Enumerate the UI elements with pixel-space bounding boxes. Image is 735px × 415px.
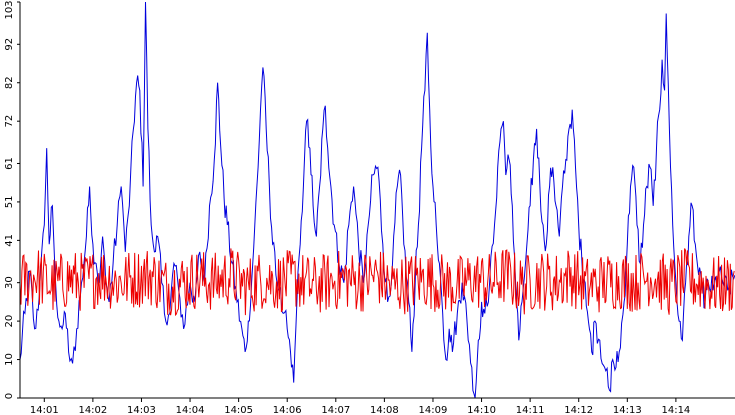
x-tick-label: 14:14 <box>661 405 690 415</box>
x-tick-label: 14:01 <box>30 405 59 415</box>
x-tick-label: 14:12 <box>564 405 593 415</box>
y-tick-label: 30 <box>4 276 15 289</box>
y-tick-label: 61 <box>4 157 15 170</box>
x-tick-label: 14:04 <box>176 405 205 415</box>
y-tick-label: 0 <box>4 393 15 399</box>
axes-layer: 0 10 20 30 41 51 61 72 82 92 103 14:01 14:02 14:03 14:… <box>4 0 735 415</box>
y-tick-label: 82 <box>4 76 15 89</box>
y-tick-label: 103 <box>4 0 15 19</box>
x-tick-label: 14:10 <box>467 405 496 415</box>
y-tick-label: 10 <box>4 353 15 366</box>
x-tick-label: 14:02 <box>78 405 107 415</box>
x-tick-label: 14:06 <box>273 405 302 415</box>
y-tick-label: 92 <box>4 38 15 51</box>
x-tick-label: 14:03 <box>127 405 156 415</box>
series-line-1 <box>19 1 735 399</box>
y-tick-label: 72 <box>4 115 15 128</box>
x-tick-label: 14:13 <box>613 405 642 415</box>
x-tick-label: 14:05 <box>224 405 253 415</box>
y-tick-label: 51 <box>4 196 15 209</box>
y-tick-label: 20 <box>4 315 15 328</box>
series-line-2 <box>19 248 735 317</box>
x-tick-label: 14:09 <box>419 405 448 415</box>
series-layer <box>19 1 735 399</box>
y-tick-label: 41 <box>4 234 15 247</box>
x-tick-label: 14:07 <box>321 405 350 415</box>
x-tick-label: 14:11 <box>516 405 545 415</box>
x-tick-label: 14:08 <box>370 405 399 415</box>
